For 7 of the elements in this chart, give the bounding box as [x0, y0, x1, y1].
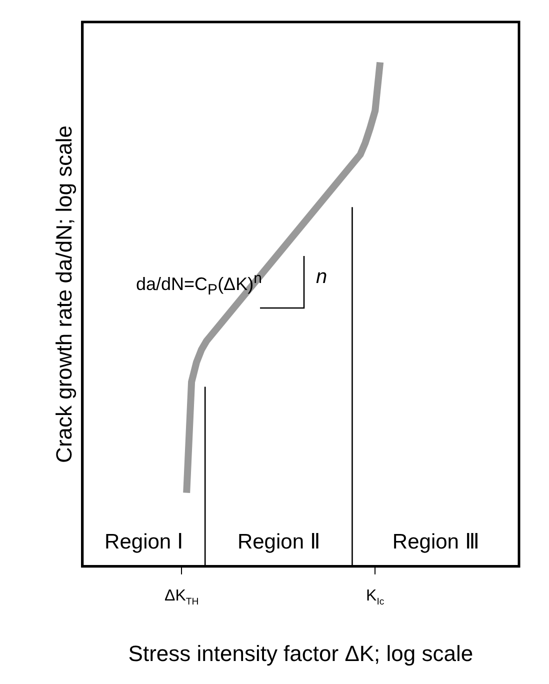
- x-axis-title: Stress intensity factor ΔK; log scale: [128, 640, 474, 666]
- annotation: Region Ⅱ: [237, 530, 320, 554]
- annotation: n: [316, 266, 328, 289]
- annotation: da/dN=C$_{P}$(ΔK)$^{n}$: [136, 270, 262, 299]
- annotation: Region Ⅰ: [104, 530, 183, 554]
- y-axis-title: Crack growth rate da/dN; log scale: [51, 125, 76, 463]
- annotation: Region Ⅲ: [392, 530, 479, 554]
